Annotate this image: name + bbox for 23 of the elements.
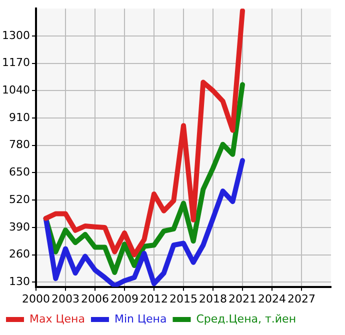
y-tick-label: 650 — [8, 166, 30, 179]
y-tick-label: 1170 — [2, 56, 30, 70]
y-tick-label: 910 — [8, 110, 30, 124]
y-tick-label: 390 — [8, 220, 30, 234]
x-tick-label: 2009 — [110, 292, 138, 306]
y-tick-label: 1300 — [2, 28, 30, 42]
legend-label: Min Цена — [114, 312, 167, 326]
y-tick-label: 520 — [8, 192, 30, 206]
legend-label: Max Цена — [30, 312, 85, 326]
y-tick-label: 780 — [8, 138, 30, 152]
y-tick-label: 260 — [8, 248, 30, 261]
x-tick-label: 2003 — [51, 292, 80, 306]
x-tick-label: 2006 — [80, 292, 109, 306]
x-tick-label: 2000 — [22, 292, 50, 306]
legend-label: Сред.Цена, т.йен — [196, 312, 296, 326]
y-tick-label: 130 — [8, 275, 30, 288]
x-tick-label: 2018 — [199, 292, 227, 306]
x-tick-label: 2015 — [169, 292, 198, 306]
x-tick-label: 2027 — [288, 292, 316, 306]
x-tick-label: 2021 — [228, 292, 256, 306]
x-tick-label: 2012 — [140, 292, 168, 306]
x-tick-label: 2024 — [258, 292, 286, 306]
y-tick-label: 1040 — [2, 84, 30, 97]
